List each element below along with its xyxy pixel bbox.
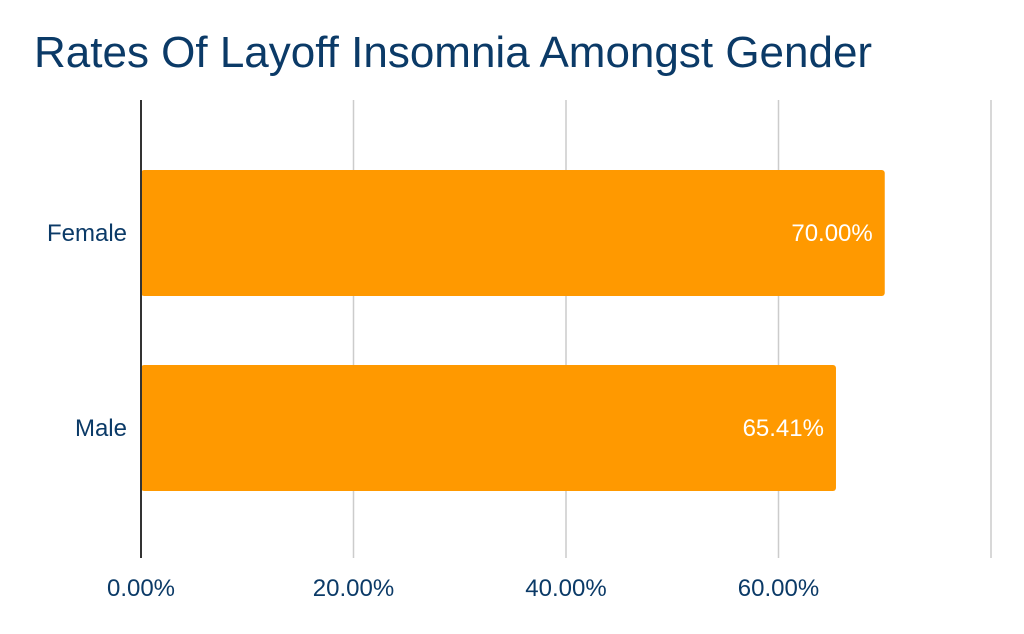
x-tick-label: 60.00% [738, 575, 819, 602]
x-tick-label: 0.00% [107, 575, 175, 602]
bar-female [141, 170, 885, 296]
data-label: 65.41% [743, 415, 824, 442]
category-label: Male [75, 415, 127, 442]
x-tick-label: 40.00% [525, 575, 606, 602]
x-tick-label: 20.00% [313, 575, 394, 602]
category-label: Female [47, 220, 127, 247]
data-label: 70.00% [791, 220, 872, 247]
bar-male [141, 365, 836, 491]
chart-title: Rates Of Layoff Insomnia Amongst Gender [34, 28, 873, 77]
